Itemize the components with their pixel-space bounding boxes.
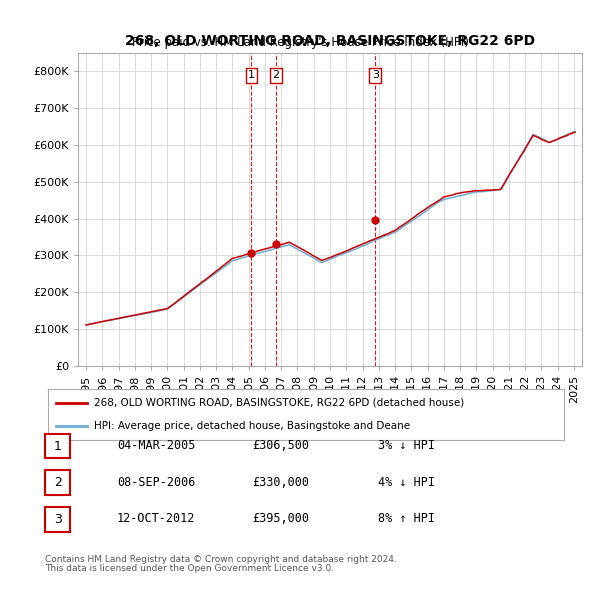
Text: 1: 1 bbox=[53, 440, 62, 453]
Text: 08-SEP-2006: 08-SEP-2006 bbox=[117, 476, 196, 489]
Title: 268, OLD WORTING ROAD, BASINGSTOKE, RG22 6PD: 268, OLD WORTING ROAD, BASINGSTOKE, RG22… bbox=[125, 34, 535, 48]
Text: 3% ↓ HPI: 3% ↓ HPI bbox=[378, 439, 435, 452]
Text: This data is licensed under the Open Government Licence v3.0.: This data is licensed under the Open Gov… bbox=[45, 564, 334, 573]
Text: £395,000: £395,000 bbox=[252, 512, 309, 525]
Text: Price paid vs. HM Land Registry's House Price Index (HPI): Price paid vs. HM Land Registry's House … bbox=[131, 36, 469, 49]
Text: HPI: Average price, detached house, Basingstoke and Deane: HPI: Average price, detached house, Basi… bbox=[94, 421, 410, 431]
Text: 268, OLD WORTING ROAD, BASINGSTOKE, RG22 6PD (detached house): 268, OLD WORTING ROAD, BASINGSTOKE, RG22… bbox=[94, 398, 464, 408]
Text: 3: 3 bbox=[371, 70, 379, 80]
Text: 3: 3 bbox=[53, 513, 62, 526]
Text: 12-OCT-2012: 12-OCT-2012 bbox=[117, 512, 196, 525]
Text: £306,500: £306,500 bbox=[252, 439, 309, 452]
Text: 4% ↓ HPI: 4% ↓ HPI bbox=[378, 476, 435, 489]
Text: 1: 1 bbox=[248, 70, 255, 80]
Text: Contains HM Land Registry data © Crown copyright and database right 2024.: Contains HM Land Registry data © Crown c… bbox=[45, 555, 397, 563]
Text: 2: 2 bbox=[53, 476, 62, 489]
Text: 8% ↑ HPI: 8% ↑ HPI bbox=[378, 512, 435, 525]
Text: 04-MAR-2005: 04-MAR-2005 bbox=[117, 439, 196, 452]
Text: £330,000: £330,000 bbox=[252, 476, 309, 489]
Text: 2: 2 bbox=[272, 70, 280, 80]
